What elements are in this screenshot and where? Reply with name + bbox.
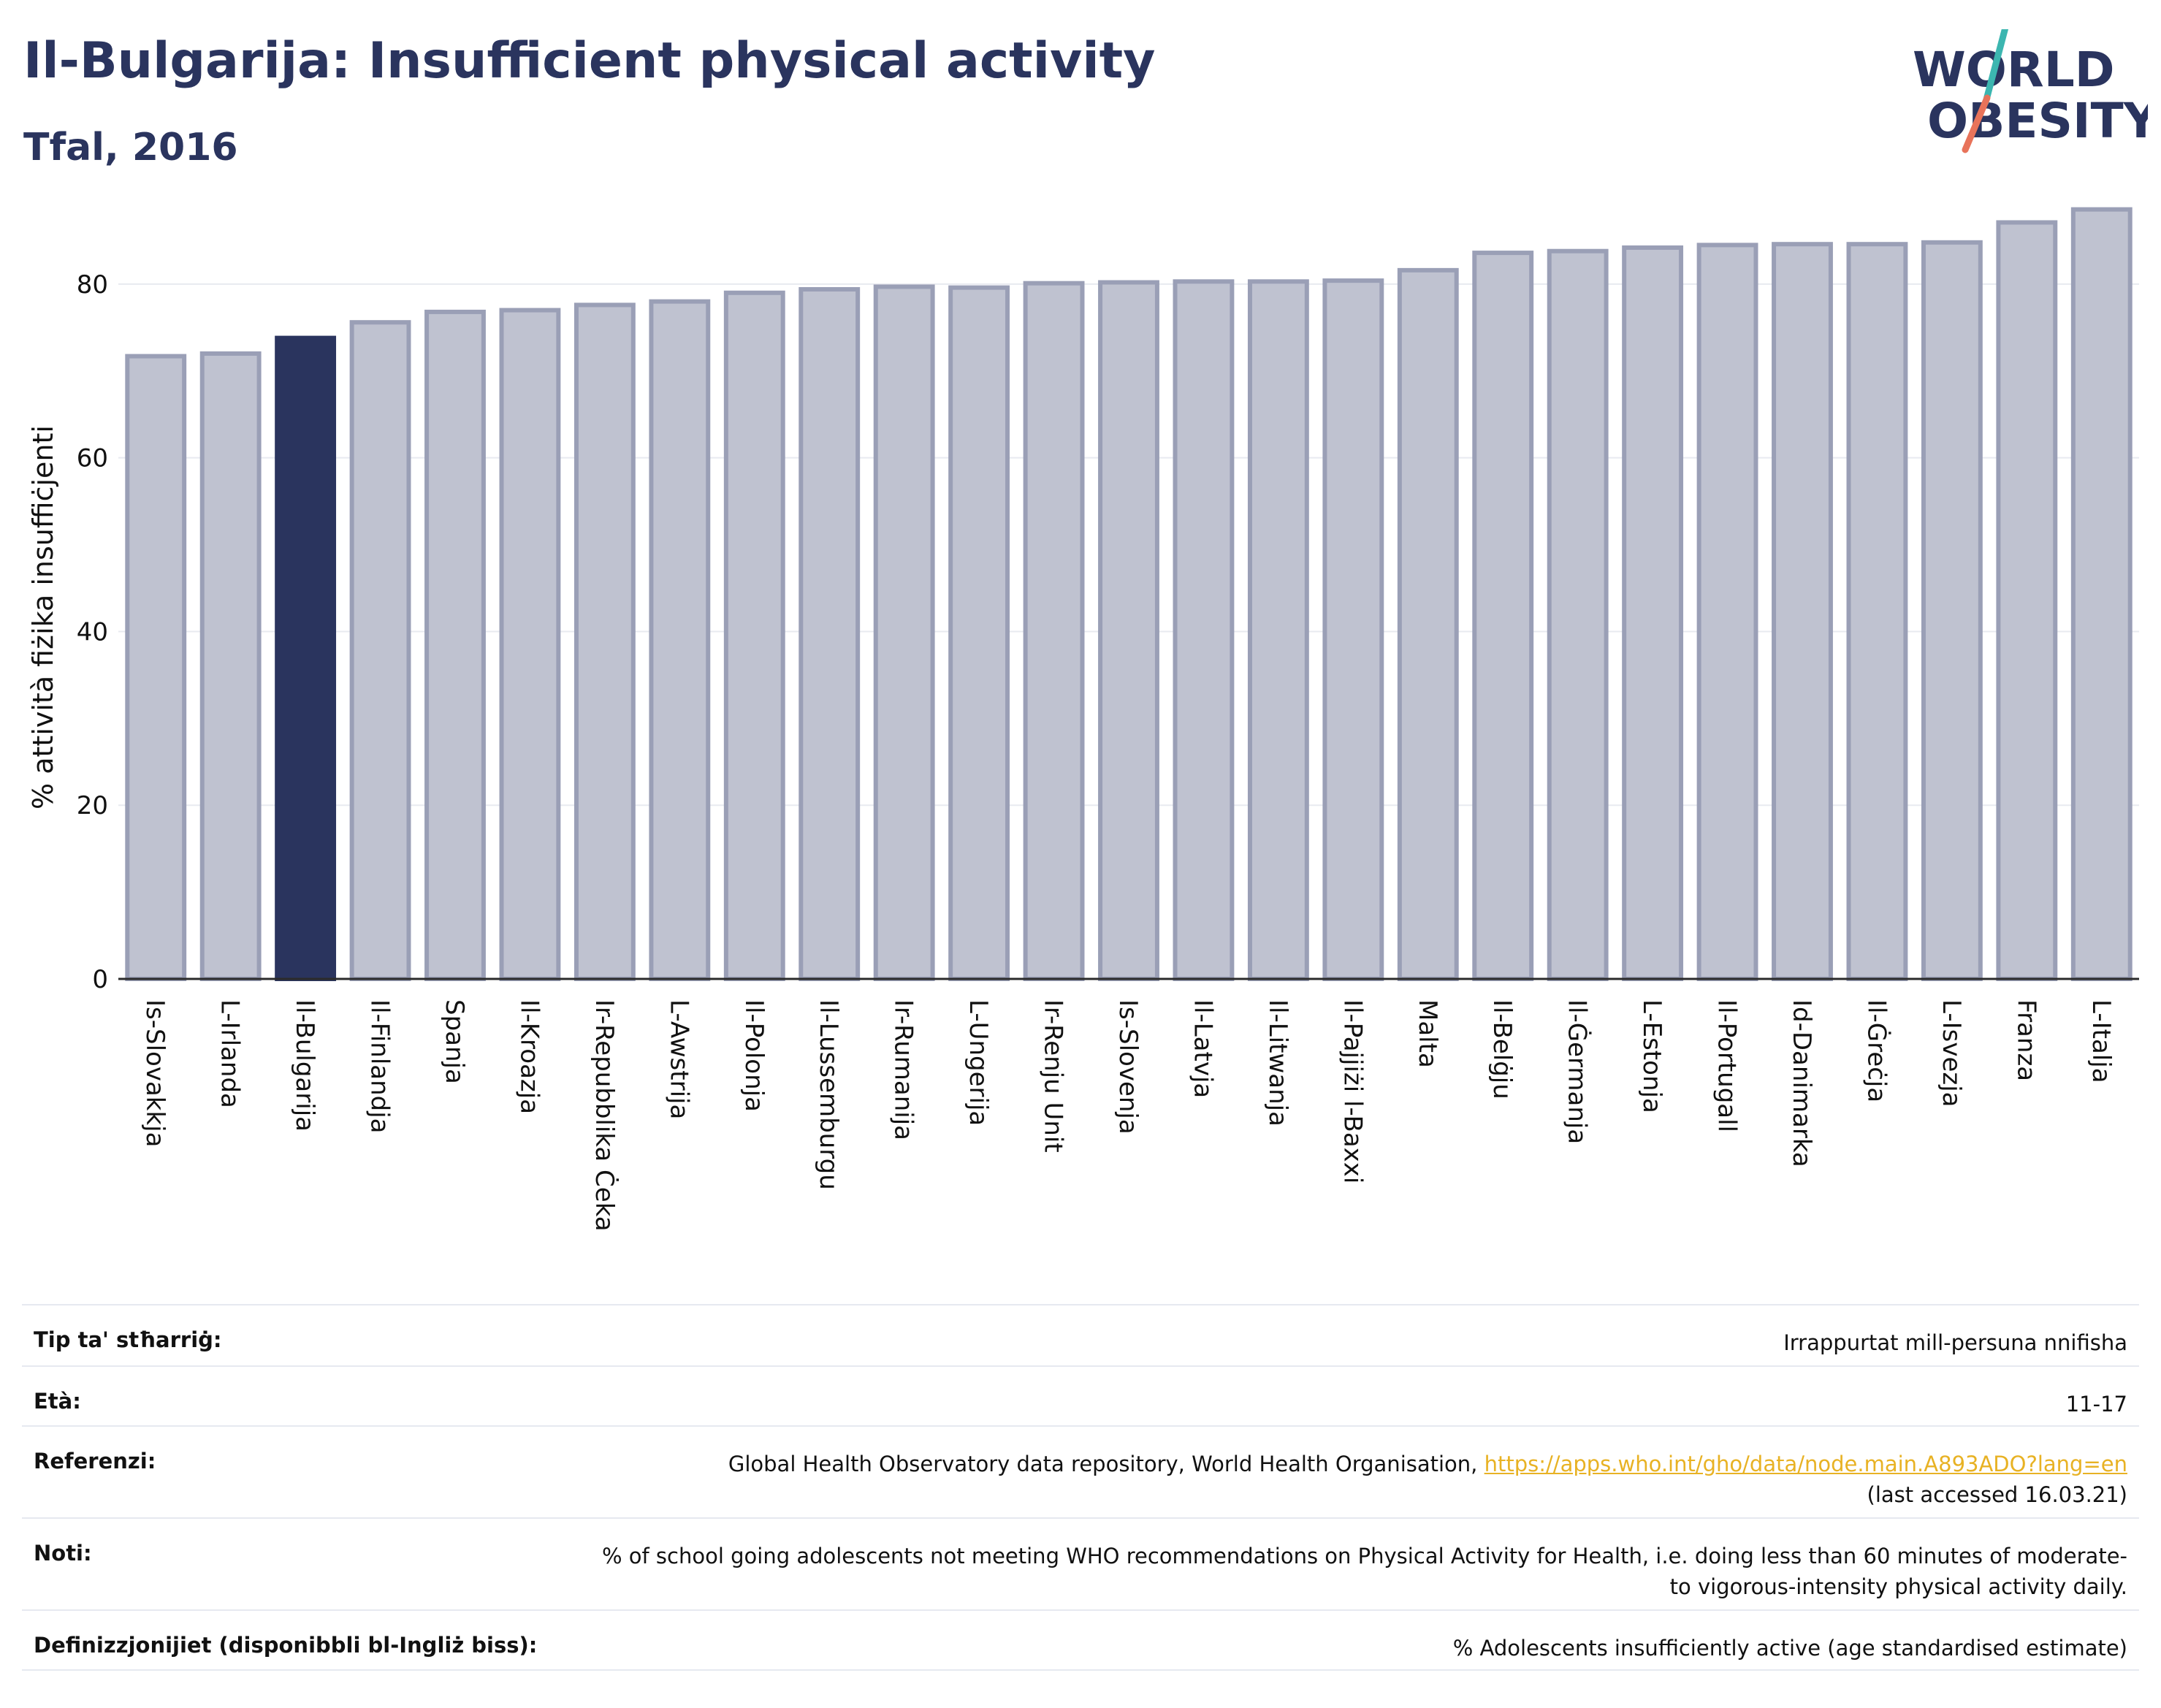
x-tick-label: Il-Bulgarija xyxy=(290,999,319,1132)
bar-l-ungerija xyxy=(948,285,1010,981)
bar-ir-rumanija xyxy=(873,284,935,981)
logo-line-1: WORLD xyxy=(1913,42,2115,98)
bar-l-estonja xyxy=(1622,245,1684,981)
x-tick-label: L-Irlanda xyxy=(216,999,245,1108)
bar-il-re-ja xyxy=(1846,242,1908,981)
bar-is-slovenja xyxy=(1098,280,1159,981)
y-axis-title: % attività fiżika insuffiċjenti xyxy=(27,425,59,809)
info-row-definitions: Definizzjonijiet (disponibbli bl-Ingliż … xyxy=(22,1609,2139,1671)
bar-l-irlanda xyxy=(199,351,262,981)
page-subtitle: Tfal, 2016 xyxy=(23,126,238,169)
info-row-age: Età: 11-17 xyxy=(22,1365,2139,1425)
x-tick-label: L-Isvezja xyxy=(1937,999,1966,1107)
x-tick-label: L-Italja xyxy=(2086,999,2116,1083)
bar-ir-repubblika-eka xyxy=(573,302,636,981)
info-value: 11-17 xyxy=(2065,1392,2127,1417)
x-tick-label: Spanja xyxy=(440,999,469,1084)
x-tick-label: Il-Polonja xyxy=(739,999,769,1112)
info-label: Età: xyxy=(34,1389,81,1414)
x-tick-label: Ir-Renju Unit xyxy=(1039,999,1068,1153)
info-label: Tip ta' stħarriġ: xyxy=(34,1327,222,1352)
x-tick-label: Franza xyxy=(2011,999,2040,1081)
x-tick-label: Il-Lussemburgu xyxy=(814,999,843,1190)
info-value: % of school going adolescents not meetin… xyxy=(601,1544,2127,1599)
x-tick-label: Il-Finlandja xyxy=(365,999,395,1134)
x-tick-label: Il-Ġermanja xyxy=(1563,999,1593,1144)
bar-is-slovakkja xyxy=(125,354,187,982)
x-tick-label: Ir-Rumanija xyxy=(889,999,918,1140)
bar-spanja xyxy=(424,309,486,981)
info-value: % Adolescents insufficiently active (age… xyxy=(1452,1636,2127,1661)
bar-l-italja xyxy=(2070,207,2133,982)
x-tick-label: Is-Slovenja xyxy=(1113,999,1143,1135)
bars xyxy=(125,207,2133,982)
bar-ir-renju-unit xyxy=(1023,281,1085,981)
bar-id-danimarka xyxy=(1772,242,1833,981)
y-tick-label: 80 xyxy=(77,270,108,300)
info-row-notes: Noti: % of school going adolescents not … xyxy=(22,1517,2139,1609)
x-tick-label: Il-Ġreċja xyxy=(1861,999,1891,1102)
x-tick-label: Il-Litwanja xyxy=(1263,999,1292,1126)
x-tick-label: Ir-Repubblika Ċeka xyxy=(590,999,620,1232)
x-tick-label: Il-Latvja xyxy=(1188,999,1217,1098)
bar-il-latvja xyxy=(1173,279,1235,982)
y-tick-label: 60 xyxy=(77,444,108,473)
x-tick-label: L-Ungerija xyxy=(964,999,993,1126)
world-obesity-logo: WORLD OBESITY xyxy=(1913,29,2148,153)
bar-franza xyxy=(1996,220,2058,981)
info-label: Noti: xyxy=(34,1541,92,1566)
bar-l-isvezja xyxy=(1921,240,1983,982)
x-axis-ticks: Is-Slovakkja L-Irlanda Il-Bulgarija Il-Finl… xyxy=(140,999,2116,1232)
info-label: Definizzjonijiet (disponibbli bl-Ingliż … xyxy=(34,1633,538,1658)
y-tick-label: 40 xyxy=(77,617,108,647)
x-tick-label: L-Awstrija xyxy=(664,999,693,1119)
bar-il-pajji-i-l-baxxi xyxy=(1322,278,1384,981)
x-tick-label: Il-Kroazja xyxy=(514,999,544,1114)
y-tick-label: 20 xyxy=(77,791,108,820)
y-axis-ticks: 0 20 40 60 80 xyxy=(77,270,108,994)
bar-il-lussemburgu xyxy=(799,287,861,981)
logo-slash-top xyxy=(1982,29,2009,106)
info-label: Referenzi: xyxy=(34,1449,156,1473)
y-tick-label: 0 xyxy=(92,965,108,994)
reference-accessed: (last accessed 16.03.21) xyxy=(1867,1482,2127,1507)
bar-il-portugall xyxy=(1696,243,1758,981)
bar-il-finlandja xyxy=(349,320,411,981)
info-value: Global Health Observatory data repositor… xyxy=(728,1449,2127,1510)
info-value: Irrappurtat mill-persuna nnifisha xyxy=(1783,1330,2127,1355)
bar-il-bulgarija xyxy=(275,335,337,982)
x-tick-label: Il-Belġju xyxy=(1487,999,1517,1099)
x-tick-label: Il-Portugall xyxy=(1712,999,1742,1132)
logo-slash-bottom xyxy=(1962,94,1991,153)
info-table: Tip ta' stħarriġ: Irrappurtat mill-persu… xyxy=(22,1304,2139,1671)
x-tick-label: Malta xyxy=(1413,999,1442,1068)
x-tick-label: Id-Danimarka xyxy=(1787,999,1816,1167)
x-tick-label: Il-Pajjiżi l-Baxxi xyxy=(1338,999,1367,1183)
logo-line-2: OBESITY xyxy=(1927,93,2148,149)
bar-il-polonja xyxy=(723,290,785,981)
bar-l-awstrija xyxy=(649,299,711,981)
reference-text: Global Health Observatory data repositor… xyxy=(728,1452,1485,1476)
bar-il-kroazja xyxy=(499,308,561,981)
bar-il-litwanja xyxy=(1247,279,1309,982)
bar-chart: 0 20 40 60 80 Is-Slovakkja L-Irlanda Il-Bulgar… xyxy=(27,207,2139,1232)
info-row-survey-type: Tip ta' stħarriġ: Irrappurtat mill-persu… xyxy=(22,1304,2139,1365)
bar-il-ermanja xyxy=(1547,248,1609,981)
page-title: Il-Bulgarija: Insufficient physical acti… xyxy=(23,32,1156,90)
reference-link[interactable]: https://apps.who.int/gho/data/node.main.… xyxy=(1484,1452,2127,1476)
bar-il-bel-ju xyxy=(1472,251,1534,982)
x-tick-label: L-Estonja xyxy=(1637,999,1666,1113)
info-row-references: Referenzi: Global Health Observatory dat… xyxy=(22,1425,2139,1517)
x-tick-label: Is-Slovakkja xyxy=(140,999,169,1147)
bar-malta xyxy=(1397,267,1459,982)
